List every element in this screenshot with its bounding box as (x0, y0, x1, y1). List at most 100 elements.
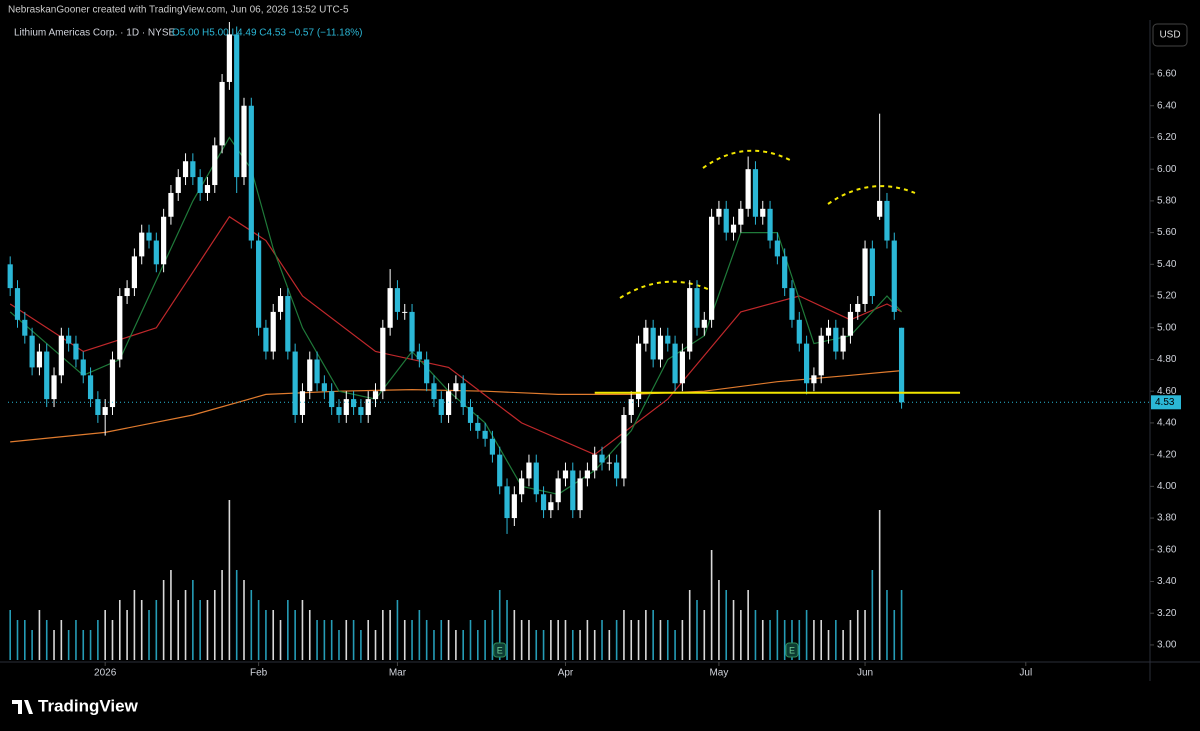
y-tick-label: 5.80 (1157, 196, 1177, 207)
candle-body (562, 470, 569, 479)
candle-body (745, 169, 751, 209)
candle-body (811, 375, 817, 384)
currency[interactable]: USD (1159, 30, 1180, 41)
volume-bar (294, 610, 296, 660)
candle-body (803, 343, 810, 384)
volume-bar (506, 600, 508, 660)
candle-body (796, 319, 802, 344)
candle-body (548, 502, 554, 511)
candle-body (394, 288, 401, 312)
volume-bar (703, 610, 706, 660)
volume-bar (177, 600, 180, 660)
candle-body (855, 303, 861, 312)
volume-bar (184, 590, 187, 660)
volume-bar (769, 620, 771, 660)
volume-bar (462, 630, 464, 660)
candle-body (519, 478, 525, 495)
volume-bar (477, 630, 479, 660)
candle-body (898, 327, 905, 403)
moving-average (10, 370, 902, 443)
candle-body (190, 161, 196, 178)
volume-bar (776, 610, 779, 660)
candle-body (175, 177, 181, 193)
volume-bar (104, 610, 106, 660)
candle-body (526, 462, 532, 479)
volume-bar (367, 620, 370, 660)
volume-bar (89, 630, 92, 660)
y-tick-label: 4.60 (1157, 386, 1177, 397)
candle-body (672, 343, 678, 384)
x-tick-label: 2026 (94, 668, 117, 679)
volume-bar (601, 620, 603, 660)
volume-bar (279, 620, 282, 660)
volume-bar (842, 630, 844, 660)
volume-bar (893, 610, 896, 660)
volume-bar (316, 620, 318, 660)
candle-body (168, 192, 174, 217)
volume-bar (666, 620, 669, 660)
axes: 3.00 3.20 3.40 3.60 3.80 4.00 4.20 4.40 4.60 4.80… (94, 69, 1181, 679)
volume-bar (886, 590, 888, 660)
candle-body (555, 478, 561, 503)
volume-bar (360, 630, 362, 660)
candle-body (650, 327, 656, 360)
y-tick-label: 6.40 (1157, 100, 1177, 111)
volume-bar (155, 600, 158, 660)
volume-bar (528, 620, 530, 660)
volume-bar (272, 610, 275, 660)
volume-bar (820, 620, 823, 660)
volume-bar (696, 600, 698, 660)
volume-bar (740, 610, 742, 660)
volume-bar (425, 620, 428, 660)
volume-bar (396, 600, 399, 660)
volume-bar (747, 590, 749, 660)
y-tick-label: 5.20 (1157, 291, 1177, 302)
candle-body (782, 256, 788, 289)
candle-body (292, 351, 298, 415)
candle-body (738, 208, 744, 225)
volume-bar (630, 620, 633, 660)
candle-body (409, 311, 415, 352)
candle-body (336, 407, 342, 415)
volume-bar (637, 620, 640, 660)
volume-bar (38, 610, 41, 660)
volume-bar (140, 600, 143, 660)
y-tick-label: 4.80 (1157, 354, 1177, 365)
candle-body (577, 478, 583, 511)
volume-bar (645, 610, 647, 660)
candle-body (146, 232, 152, 241)
y-tick-label: 5.40 (1157, 259, 1177, 270)
volume-bar (82, 630, 85, 660)
candle-body (833, 327, 839, 352)
candle-body (774, 240, 780, 257)
candle-body (51, 375, 57, 400)
candle-body (504, 486, 510, 519)
candle-body (643, 327, 649, 344)
volume-bar (754, 610, 757, 660)
volume-bar (513, 610, 516, 660)
volume-bar (813, 620, 815, 660)
volume-bar (710, 550, 713, 660)
y-tick-label: 4.40 (1157, 418, 1177, 429)
candle-body (665, 335, 671, 344)
volume-bar (345, 620, 348, 660)
volume-bar (53, 630, 55, 660)
currency-button[interactable] (1152, 23, 1188, 47)
candle-body (438, 399, 444, 415)
candle-body (73, 343, 79, 360)
candle-body (606, 462, 612, 464)
volume-bar (498, 590, 501, 660)
candle-body (219, 81, 225, 146)
candle-body (657, 335, 664, 360)
candle-body (7, 264, 13, 289)
candle-body (321, 383, 327, 392)
y-tick-label: 5.60 (1157, 227, 1177, 238)
volume-bar (564, 620, 567, 660)
candle-body (204, 185, 211, 193)
volume-bar (118, 600, 121, 660)
volume-bar (235, 570, 238, 660)
candle-body (614, 462, 620, 479)
volume-bar (287, 600, 289, 660)
